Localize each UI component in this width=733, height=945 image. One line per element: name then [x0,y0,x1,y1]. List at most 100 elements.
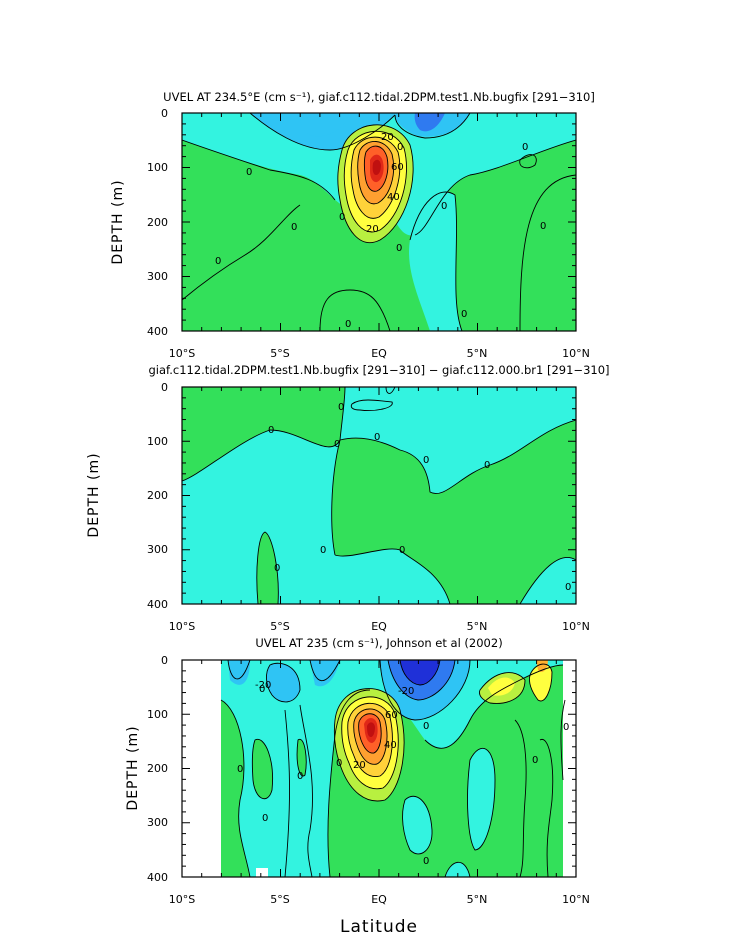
panel3-contour-line [539,738,554,877]
panel1-ring-7 [372,159,381,175]
panel1-contour-label: 60 [391,162,404,173]
panel1-y-tick: 400 [147,325,168,338]
panel3-light-blue [266,663,300,702]
panel1-light-blue-small [300,113,350,137]
panel3-contour-line [251,738,273,800]
panel1-contour-label: 0 [215,256,221,267]
panel1-contour-label: 20 [381,132,394,143]
panel2-y-tick: 400 [147,598,168,611]
panel-observations: UVEL AT 235 (cm s⁻¹), Johnson et al (200… [125,636,590,937]
panel3-contour-line [299,704,313,877]
panel3-contour-line [309,660,341,682]
panel1-green-corner [182,279,255,331]
panel3-contour-line [479,672,526,704]
panel3-contour-line [227,660,251,680]
panel3-contour-line [333,688,405,802]
panel2-contour-label: 0 [338,402,344,413]
panel1-contour-label: 0 [522,142,528,153]
panel2-contour-line [182,387,346,482]
panel1-x-tick: 5°S [270,347,289,360]
panel3-x-tick: 10°S [169,893,195,906]
panel2-contour-label: 0 [320,545,326,556]
panel3-contour-label: 60 [385,710,398,721]
panel3-contour-line [296,739,307,777]
panel3-contour-label: -20 [398,686,414,697]
panel3-contour-line [220,699,251,877]
panel1-contour-label: 0 [339,212,345,223]
panel3-contour-label: 0 [336,758,342,769]
panel1-contour-label: 0 [246,167,252,178]
panel2-contour-line [339,419,576,494]
panel2-contour-line [256,531,279,604]
panel1-y-tick: 0 [161,107,168,120]
panel3-mask [563,660,576,830]
panel3-y-tick: 300 [147,816,168,829]
panel3-title: UVEL AT 235 (cm s⁻¹), Johnson et al (200… [255,636,502,650]
panel3-light-blue [310,660,340,687]
panel2-contour-label: 0 [565,582,571,593]
panel1-contour-line [249,113,396,151]
panel3-contour-line [424,664,564,749]
panel2-title: giaf.c112.tidal.2DPM.test1.Nb.bugfix [29… [148,363,609,377]
panel2-green-left [182,387,345,481]
panel1-y-axis-label: DEPTH (m) [110,179,126,264]
panel1-contour-line [319,289,391,331]
panel1-contour-line [394,113,471,139]
panel3-contour-line [284,709,290,877]
panel2-contour-line [334,548,451,604]
panel3-y-tick: 200 [147,762,168,775]
panel3-contour-line [387,660,456,701]
panel1-contour-label: 20 [366,224,379,235]
panel1-y-tick: 200 [147,216,168,229]
panel3-contour-line [379,660,471,721]
panel1-blue-core [414,113,445,132]
panel1-x-tick: 5°N [467,347,488,360]
panel3-contour-label: 0 [259,684,265,695]
panel3-contour-field [220,660,576,877]
panel1-x-tick: 10°S [169,347,195,360]
panel3-contour-label: -20 [255,680,271,691]
panel2-contour-label: 0 [423,455,429,466]
panel1-contour-line [409,191,463,331]
panel3-mask [570,830,576,877]
panel2-tick-marks [181,386,577,605]
panel1-contour-line [350,136,401,219]
panel2-contour-label: 0 [484,460,490,471]
panel2-x-tick: 5°N [467,620,488,633]
panel3-mask [256,868,268,877]
panel1-contour-line [414,139,576,236]
panel2-contour-line [385,387,396,394]
panel3-contour-line [467,748,496,851]
panel2-contour-field [182,387,576,604]
panel2-contour-label: 0 [334,439,340,450]
panel3-ring-7 [367,722,375,737]
panel3-contour-label: 0 [423,856,429,867]
panel2-green-blob-left [256,532,279,604]
panel1-contour-line [519,154,537,169]
panel3-contour-line [266,662,301,703]
panel2-contour-label: 0 [374,432,380,443]
panel3-light-blue [228,660,250,685]
panel3-contour-line [514,719,527,877]
panel3-contour-line [402,795,433,855]
panel3-y-tick: 0 [161,654,168,667]
panel-model-uvel: UVEL AT 234.5°E (cm s⁻¹), giaf.c112.tida… [110,90,595,360]
panel1-contour-label: 0 [461,309,467,320]
panel3-contour-label: 20 [353,760,366,771]
panel3-yellow [488,677,515,696]
panel3-contour-line [399,660,441,686]
panel3-contour-line [353,708,388,765]
panel3-contour-label: 0 [297,771,303,782]
panel2-contour-label: 0 [268,425,274,436]
panel2-cyan-corner [520,557,576,604]
panel-difference: giaf.c112.tidal.2DPM.test1.Nb.bugfix [29… [86,363,610,633]
panel3-x-tick: 5°N [467,893,488,906]
panel3-green-blob [252,739,273,799]
panel1-contour-line [343,130,407,233]
panel3-contour-label: 0 [262,813,268,824]
panel1-contour-label: 40 [387,192,400,203]
panel3-contour-line [529,663,553,702]
panel2-x-tick: 10°N [562,620,590,633]
panel2-y-tick: 0 [161,381,168,394]
